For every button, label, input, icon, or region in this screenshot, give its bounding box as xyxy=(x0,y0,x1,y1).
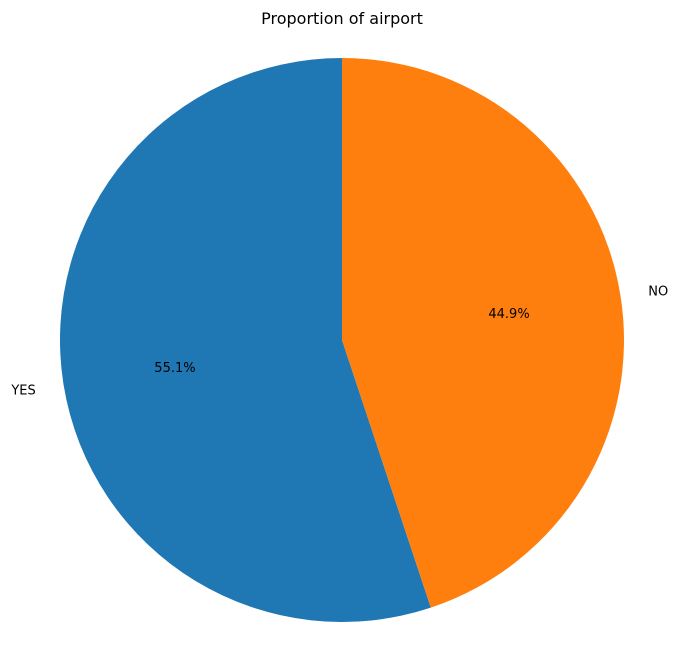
pie-slice-yes xyxy=(60,58,431,623)
pie-slices xyxy=(60,58,625,623)
chart-title: Proportion of airport xyxy=(261,9,423,28)
slice-pct-label-yes: 55.1% xyxy=(154,361,195,376)
slice-label-no: NO xyxy=(648,285,668,300)
slice-label-yes: YES xyxy=(10,383,35,398)
pie-slice-no xyxy=(342,58,625,608)
slice-pct-label-no: 44.9% xyxy=(488,307,529,322)
pie-labels: YES 55.1% NO 44.9% xyxy=(10,285,668,399)
